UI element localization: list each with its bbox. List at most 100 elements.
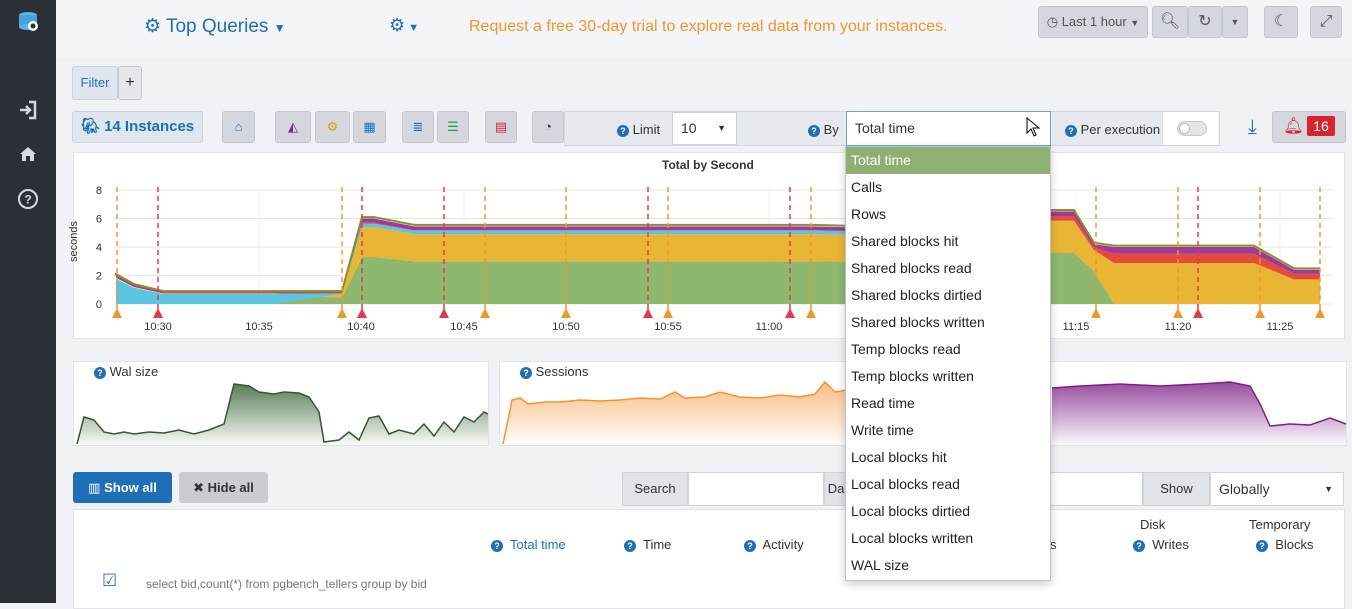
zoom-out-icon: 🔍︎ [1159, 13, 1181, 30]
database-filter-label: Da [824, 472, 848, 506]
filter-tab[interactable]: Filter [72, 66, 118, 100]
y-tick-label: 2 [96, 271, 102, 283]
show-all-button[interactable]: ▥ Show all [73, 472, 172, 503]
page-title-menu[interactable]: ⚙ Top Queries ▼ [144, 15, 286, 38]
column-partial[interactable]: s [1050, 537, 1057, 552]
dark-mode-button[interactable]: ☾ [1264, 6, 1298, 38]
event-marker[interactable] [480, 308, 490, 318]
y-tick-label: 6 [96, 214, 102, 226]
dropdown-option[interactable]: Shared blocks read [851, 260, 972, 276]
caret-down-icon: ▼ [1230, 17, 1240, 27]
help-icon: ? [1133, 539, 1145, 552]
zoom-out-button[interactable]: 🔍︎ [1152, 6, 1188, 38]
column-total-time[interactable]: ? Total time [491, 537, 566, 552]
area-chart-button[interactable]: ◭ [275, 111, 311, 143]
trial-message[interactable]: Request a free 30-day trial to explore r… [469, 18, 948, 35]
event-marker[interactable] [806, 308, 816, 318]
dropdown-option[interactable]: WAL size [851, 557, 910, 573]
column-activity[interactable]: ? Activity [744, 537, 804, 552]
event-marker[interactable] [1173, 308, 1183, 318]
row-checkbox[interactable]: ☑ [102, 572, 118, 589]
queries-button[interactable]: ⚙ [315, 111, 350, 143]
logo-icon [16, 10, 40, 34]
show-select[interactable]: Globally ▼ [1210, 472, 1344, 506]
page-title: Top Queries [165, 16, 269, 37]
refresh-button[interactable]: ↻ [1188, 6, 1222, 38]
dropdown-option[interactable]: Total time [846, 147, 1050, 174]
database-button[interactable]: ≣ [402, 111, 434, 143]
event-marker[interactable] [337, 308, 347, 318]
wal-size-chart[interactable] [74, 362, 490, 447]
x-tick-label: 10:45 [450, 321, 478, 333]
database-filter-input[interactable] [1050, 472, 1143, 506]
instances-label: 14 Instances [104, 118, 195, 135]
alerts-count-badge: 16 [1307, 116, 1335, 136]
search-label: Search [622, 472, 688, 506]
column-disk-writes-label: Writes [1152, 537, 1189, 552]
time-range-button[interactable]: ◷ Last 1 hour ▼ [1038, 6, 1148, 38]
event-marker[interactable] [663, 308, 673, 318]
dropdown-option[interactable]: Local blocks dirtied [851, 503, 971, 519]
per-execution-toggle-wrap [1162, 112, 1218, 145]
event-marker[interactable] [112, 308, 122, 318]
database-icon: ≣ [412, 119, 424, 134]
dropdown-option[interactable]: Local blocks read [851, 476, 960, 492]
help-icon: ? [1256, 539, 1268, 552]
home-view-button[interactable]: ⌂ [222, 111, 255, 143]
sessions-chart[interactable] [500, 362, 1348, 447]
instances-button[interactable]: 🐘︎ 14 Instances [72, 111, 203, 143]
event-marker[interactable] [1091, 308, 1101, 318]
login-icon[interactable] [16, 100, 40, 124]
fullscreen-button[interactable]: ⤢ [1310, 6, 1342, 38]
home-icon[interactable] [16, 144, 40, 168]
gears-icon: ⚙ [326, 119, 339, 134]
table-button[interactable]: ▦ [353, 111, 386, 143]
dropdown-option[interactable]: Rows [851, 206, 887, 222]
server-button[interactable]: ☰ [437, 111, 469, 143]
dropdown-option[interactable]: Shared blocks dirtied [851, 287, 982, 303]
hide-all-label: Hide all [207, 480, 254, 495]
help-icon[interactable]: ? [16, 188, 40, 212]
pdf-button[interactable]: ▤ [485, 111, 517, 143]
by-select[interactable]: Total time [846, 111, 1051, 146]
add-filter-button[interactable]: + [118, 66, 142, 100]
event-marker[interactable] [561, 308, 571, 318]
dropdown-option[interactable]: Write time [851, 422, 914, 438]
dropdown-option[interactable]: Shared blocks hit [851, 233, 959, 249]
alerts-button[interactable]: 🔔︎ 16 [1272, 111, 1346, 143]
x-tick-label: 10:40 [347, 321, 375, 333]
column-temp-blocks[interactable]: ? Blocks [1256, 537, 1314, 552]
dropdown-option[interactable]: Local blocks hit [851, 449, 947, 465]
limit-select[interactable]: 10 ▼ [672, 112, 737, 145]
event-marker[interactable] [153, 308, 163, 318]
search-input[interactable] [688, 472, 824, 506]
caret-down-icon: ▼ [273, 21, 286, 35]
hide-all-button[interactable]: ✖ Hide all [179, 472, 268, 503]
event-marker[interactable] [1315, 308, 1325, 318]
column-disk-writes[interactable]: ? Writes [1133, 537, 1189, 552]
event-marker[interactable] [1255, 308, 1265, 318]
download-icon[interactable]: ⤓ [1248, 116, 1257, 138]
event-marker[interactable] [439, 308, 449, 318]
event-marker[interactable] [1193, 308, 1203, 318]
dropdown-option[interactable]: Temp blocks read [851, 341, 961, 357]
dropdown-option[interactable]: Shared blocks written [851, 314, 985, 330]
event-marker[interactable] [357, 308, 367, 318]
settings-menu[interactable]: ⚙ ▼ [389, 15, 419, 36]
per-execution-toggle[interactable] [1177, 121, 1207, 136]
help-icon: ? [808, 124, 820, 137]
dropdown-option[interactable]: Local blocks written [851, 530, 974, 546]
help-icon: ? [617, 124, 629, 137]
dropdown-option[interactable]: Read time [851, 395, 915, 411]
dropdown-option[interactable]: Temp blocks written [851, 368, 974, 384]
total-by-second-chart[interactable]: 8 6 4 2 0 10:30 10:35 10:40 10:45 10:50 10:55 11:00… [74, 153, 1346, 340]
mouse-cursor-icon [1026, 116, 1041, 140]
event-marker[interactable] [643, 308, 653, 318]
query-text[interactable]: select bid,count(*) from pgbench_tellers… [146, 577, 427, 591]
bar-chart-icon: ▥ [88, 480, 101, 495]
dashboard-button[interactable]: ◔ [532, 111, 564, 143]
dropdown-option[interactable]: Calls [851, 179, 883, 195]
refresh-options-button[interactable]: ▼ [1222, 6, 1248, 38]
event-marker[interactable] [785, 308, 795, 318]
column-time[interactable]: ? Time [624, 537, 671, 552]
